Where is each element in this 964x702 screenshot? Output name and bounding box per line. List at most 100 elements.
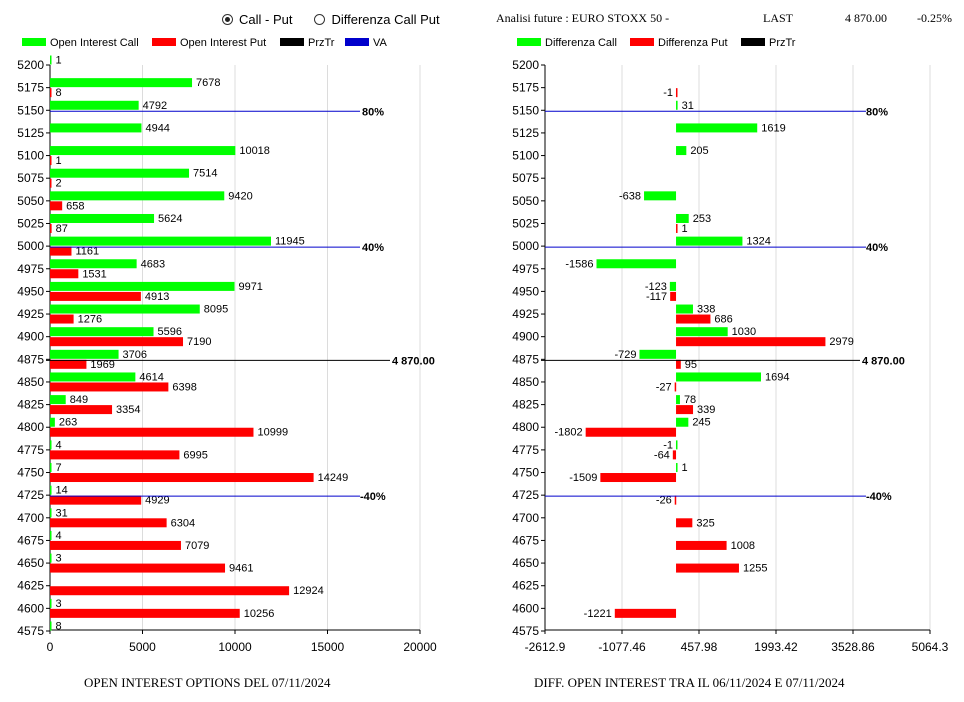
legend-label-0-2: PrzTr — [308, 37, 335, 49]
bar-label-0-1-13: 1969 — [90, 359, 114, 371]
legend-label-0-0: Open Interest Call — [50, 37, 139, 49]
radio-call-put-label: Call - Put — [239, 12, 293, 27]
bar-label-1-0-9: -1586 — [565, 258, 593, 270]
bar-1-0-14 — [676, 372, 761, 382]
bar-label-1-1-15: 339 — [697, 404, 715, 416]
legend-swatch-0-1 — [152, 38, 176, 46]
y-tick-label-1-6: 5050 — [512, 194, 539, 208]
bar-0-0-0 — [50, 55, 52, 65]
bar-0-0-19 — [50, 485, 52, 495]
y-tick-label-1-19: 4725 — [512, 488, 539, 502]
bar-label-1-1-12: 2979 — [829, 336, 853, 348]
bar-label-0-1-15: 3354 — [116, 404, 140, 416]
radio-dot-selected[interactable] — [222, 14, 233, 25]
bar-label-1-0-18: 1 — [682, 462, 688, 474]
view-mode-selector: Call - Put Differenza Call Put — [222, 12, 462, 27]
x-tick-label-1-4: 3528.86 — [831, 640, 875, 654]
last-label: LAST — [763, 11, 793, 25]
bar-0-0-4 — [50, 146, 236, 156]
left-chart-title: OPEN INTEREST OPTIONS DEL 07/11/2024 — [84, 675, 331, 690]
radio-dot-unselected[interactable] — [314, 14, 326, 25]
bar-label-1-0-6: -638 — [619, 190, 641, 202]
bar-label-0-0-19: 14 — [56, 485, 68, 497]
bar-label-0-0-11: 8095 — [204, 304, 228, 316]
bar-0-0-6 — [50, 191, 225, 201]
y-tick-label-0-5: 5075 — [17, 171, 44, 185]
x-tick-label-0-4: 20000 — [403, 640, 437, 654]
bar-label-0-1-10: 4913 — [145, 291, 169, 303]
y-tick-label-0-10: 4950 — [17, 284, 44, 298]
y-tick-label-0-16: 4800 — [17, 420, 44, 434]
bar-0-0-7 — [50, 213, 155, 223]
bar-label-1-0-15: 78 — [684, 394, 696, 406]
y-tick-label-1-14: 4850 — [512, 375, 539, 389]
legend-swatch-1-1 — [630, 38, 654, 46]
y-tick-label-0-25: 4575 — [17, 624, 44, 638]
bar-0-0-10 — [50, 281, 235, 291]
bar-label-0-0-5: 7514 — [193, 168, 217, 180]
radio-difference[interactable]: Differenza Call Put — [314, 12, 440, 27]
legend-swatch-1-2 — [741, 38, 765, 46]
bar-label-0-1-22: 9461 — [229, 563, 253, 575]
ref-label-0-0: 80% — [362, 106, 384, 118]
bar-1-1-20 — [676, 518, 693, 528]
bar-0-0-3 — [50, 123, 142, 133]
radio-call-put[interactable]: Call - Put — [222, 12, 292, 27]
bar-0-1-23 — [50, 586, 290, 596]
y-tick-label-0-24: 4600 — [17, 601, 44, 615]
bar-label-1-1-7: 1 — [682, 223, 688, 235]
bar-label-0-0-17: 4 — [56, 439, 62, 451]
x-tick-label-0-3: 15000 — [311, 640, 345, 654]
y-tick-label-0-18: 4750 — [17, 466, 44, 480]
bar-label-0-1-9: 1531 — [82, 268, 106, 280]
bar-1-0-13 — [639, 349, 677, 359]
y-tick-label-1-13: 4875 — [512, 352, 539, 366]
x-tick-label-0-1: 5000 — [129, 640, 156, 654]
bar-0-0-12 — [50, 327, 154, 337]
bar-0-1-15 — [50, 405, 113, 415]
bar-label-0-0-20: 31 — [56, 507, 68, 519]
bar-1-1-10 — [670, 291, 677, 301]
bar-label-0-0-10: 9971 — [238, 281, 262, 293]
y-tick-label-1-18: 4750 — [512, 466, 539, 480]
y-tick-label-0-0: 5200 — [17, 58, 44, 72]
bar-1-1-22 — [676, 563, 739, 573]
bar-label-0-0-16: 263 — [59, 417, 77, 429]
bar-1-1-21 — [676, 540, 727, 550]
bar-0-1-13 — [50, 359, 87, 369]
bar-0-1-1 — [50, 88, 52, 98]
bar-1-1-7 — [676, 223, 678, 233]
y-tick-label-1-2: 5150 — [512, 103, 539, 117]
bar-0-1-7 — [50, 223, 52, 233]
legend-swatch-0-2 — [280, 38, 304, 46]
bar-label-1-1-13: 95 — [685, 359, 697, 371]
y-tick-label-0-1: 5175 — [17, 81, 44, 95]
y-tick-label-0-22: 4650 — [17, 556, 44, 570]
bar-1-0-3 — [676, 123, 758, 133]
bar-0-0-20 — [50, 508, 52, 518]
bar-1-0-4 — [676, 146, 687, 156]
bar-label-1-1-10: -117 — [646, 291, 667, 303]
bar-0-0-22 — [50, 553, 52, 563]
bar-0-1-4 — [50, 156, 52, 166]
x-tick-label-1-0: -2612.9 — [525, 640, 566, 654]
bar-0-0-2 — [50, 100, 139, 110]
ref-label-1-3: -40% — [866, 491, 892, 503]
bar-label-0-1-20: 6304 — [171, 517, 195, 529]
bar-label-0-1-24: 10256 — [244, 608, 275, 620]
legend-label-1-2: PrzTr — [769, 37, 796, 49]
bar-label-1-1-24: -1221 — [584, 608, 612, 620]
legend-label-0-1: Open Interest Put — [180, 37, 266, 49]
legend-swatch-0-0 — [22, 38, 46, 46]
y-tick-label-1-9: 4975 — [512, 262, 539, 276]
y-tick-label-1-8: 5000 — [512, 239, 539, 253]
bar-label-0-1-8: 1161 — [75, 246, 99, 258]
bar-0-1-19 — [50, 495, 142, 505]
bar-0-1-11 — [50, 314, 74, 324]
bar-1-1-15 — [676, 405, 694, 415]
y-tick-label-0-23: 4625 — [17, 579, 44, 593]
bar-1-1-12 — [676, 337, 826, 347]
bar-label-0-0-1: 7678 — [196, 77, 220, 89]
bar-0-0-8 — [50, 236, 271, 246]
